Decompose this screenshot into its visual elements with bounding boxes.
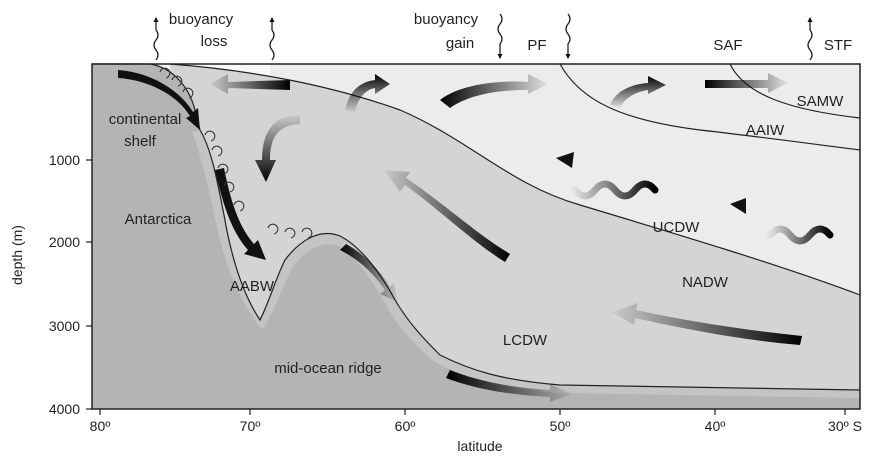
- arrow-bottom-east: [446, 370, 572, 402]
- curl: [217, 163, 229, 175]
- curl: [301, 227, 313, 239]
- seafloor-outline: [92, 63, 861, 391]
- curl: [171, 75, 183, 87]
- wavy-arrow-1-head: [556, 152, 574, 168]
- wavy-arrow-1: [571, 180, 659, 200]
- samw-label: SAMW: [797, 93, 845, 110]
- samw-boundary: [729, 63, 861, 119]
- curl: [159, 67, 171, 79]
- arrow-surface-west: [210, 74, 290, 94]
- arrow-lcdw-upwell: [384, 170, 510, 262]
- aaiw-label: AAIW: [746, 122, 785, 139]
- mid-ocean-ridge-label: mid-ocean ridge: [274, 360, 382, 377]
- x-tick-label: 80º: [90, 418, 111, 434]
- flux-down-1: [497, 13, 503, 60]
- arrow-slope-curl: [255, 115, 300, 182]
- ucdw-nadw-boundary: [169, 63, 861, 296]
- nadw-label: NADW: [682, 274, 729, 291]
- stf-label: STF: [824, 37, 852, 54]
- y-axis-label: depth (m): [9, 225, 25, 285]
- curl: [267, 223, 279, 235]
- pf-label: PF: [527, 37, 546, 54]
- flow-arrows: [118, 70, 802, 402]
- antarctica-label: Antarctica: [125, 211, 192, 228]
- saf-label: SAF: [713, 37, 742, 54]
- y-tick-label: 4000: [49, 401, 80, 417]
- curl: [284, 227, 296, 239]
- ucdw-label: UCDW: [653, 219, 700, 236]
- continental-shelf-label-2: shelf: [124, 133, 157, 150]
- y-tick-label: 3000: [49, 318, 80, 334]
- arrow-slope-descent: [215, 168, 266, 260]
- mixing-arrows: [571, 180, 834, 245]
- buoyancy-loss-label-2: loss: [201, 33, 228, 50]
- flux-squiggles: [153, 13, 813, 61]
- buoyancy-gain-label-1: buoyancy: [414, 11, 479, 28]
- y-tick-label: 1000: [49, 152, 80, 168]
- buoyancy-loss-label-1: buoyancy: [169, 11, 234, 28]
- curl: [233, 200, 245, 212]
- flux-up-3: [807, 16, 813, 61]
- wavy-arrow-2-head: [730, 198, 746, 214]
- lcdw-label: LCDW: [503, 332, 548, 349]
- land-seafloor: [92, 64, 860, 409]
- x-tick-label: 30º S: [828, 418, 862, 434]
- continental-shelf-label-1: continental: [109, 111, 182, 128]
- arrow-curve-2: [440, 74, 548, 108]
- plot-frame: [91, 63, 861, 410]
- x-axis-label: latitude: [457, 438, 502, 454]
- arrow-curve-3: [610, 76, 666, 108]
- flux-up-2: [269, 16, 275, 61]
- curl: [223, 181, 235, 193]
- x-tick-label: 70º: [240, 418, 261, 434]
- y-tick-label: 2000: [49, 234, 80, 250]
- curl: [182, 87, 194, 99]
- curl: [211, 145, 223, 157]
- x-tick-label: 50º: [550, 418, 571, 434]
- arrow-nadw-west: [612, 303, 802, 345]
- flux-up-1: [153, 16, 159, 61]
- aaiw-boundary: [559, 63, 861, 151]
- y-axis-ticks: [86, 159, 92, 410]
- arrow-curve-1: [345, 74, 390, 112]
- arrow-shelf-sink: [118, 70, 200, 130]
- flux-down-2: [565, 13, 571, 60]
- x-axis-ticks: [99, 409, 846, 415]
- buoyancy-gain-label-2: gain: [446, 35, 474, 52]
- aabw-label: AABW: [230, 278, 275, 295]
- slope-curls: [159, 67, 313, 239]
- curl: [204, 130, 216, 142]
- x-tick-label: 40º: [705, 418, 726, 434]
- wavy-arrow-2: [766, 225, 834, 245]
- arrow-surface-east: [705, 73, 788, 93]
- x-tick-label: 60º: [395, 418, 416, 434]
- arrow-ridge-descent: [340, 244, 398, 302]
